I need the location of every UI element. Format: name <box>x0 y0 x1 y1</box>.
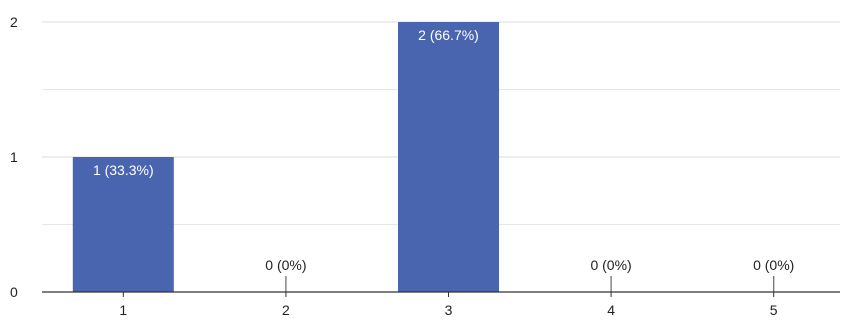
x-tick-label: 1 <box>119 302 127 318</box>
x-tick-label: 3 <box>445 302 453 318</box>
x-tick-label: 5 <box>770 302 778 318</box>
x-tick-label: 2 <box>282 302 290 318</box>
axes: 0 1 2 1 2 3 4 5 <box>10 14 840 318</box>
data-labels: 1 (33.3%) 0 (0%) 2 (66.7%) 0 (0%) 0 (0%) <box>93 27 794 273</box>
data-label: 2 (66.7%) <box>418 27 479 43</box>
x-tick-label: 4 <box>607 302 615 318</box>
data-label: 0 (0%) <box>753 257 794 273</box>
y-tick-label: 0 <box>10 284 18 300</box>
data-label: 0 (0%) <box>590 257 631 273</box>
y-tick-label: 2 <box>10 14 18 30</box>
y-tick-label: 1 <box>10 149 18 165</box>
bar-1 <box>72 157 174 292</box>
bars <box>72 22 775 292</box>
bar-3 <box>398 22 499 292</box>
data-label: 1 (33.3%) <box>93 162 154 178</box>
data-label: 0 (0%) <box>265 257 306 273</box>
